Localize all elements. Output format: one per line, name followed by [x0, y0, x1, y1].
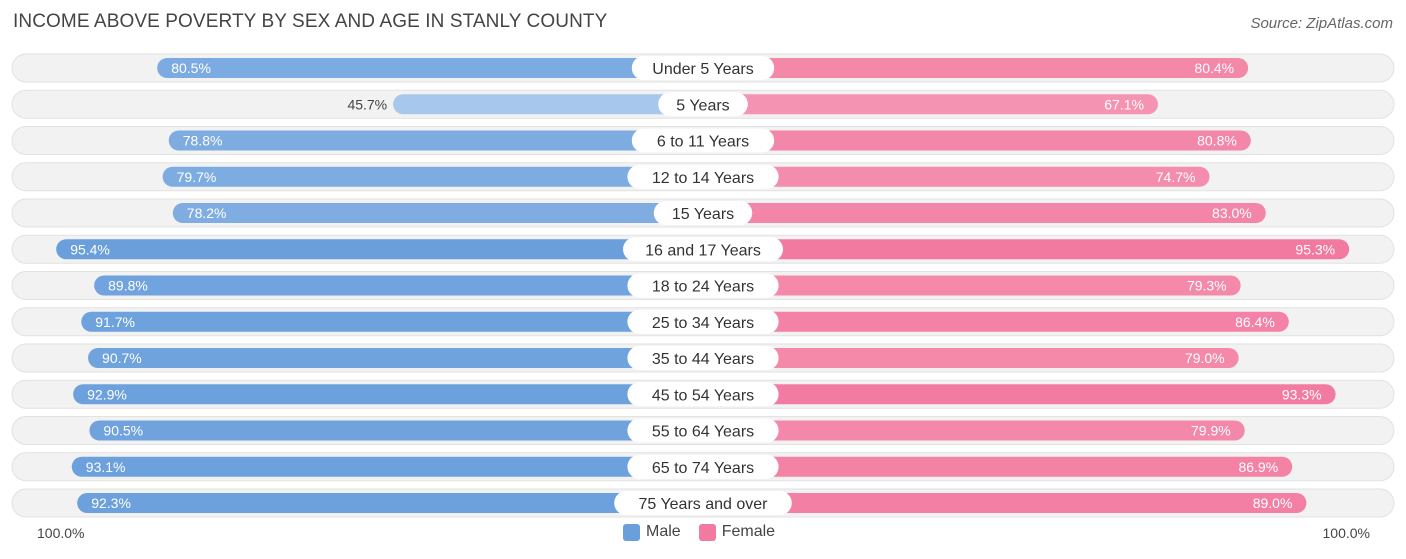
female-bar — [703, 239, 1350, 260]
female-bar — [703, 456, 1293, 477]
category-label: 35 to 44 Years — [652, 351, 754, 368]
male-value-label: 89.8% — [108, 278, 148, 294]
category-pill — [653, 201, 753, 225]
category-label: 25 to 34 Years — [652, 315, 754, 332]
male-value-label: 95.4% — [70, 241, 110, 257]
category-pill — [614, 491, 792, 515]
female-bar — [703, 94, 1158, 115]
female-value-label: 79.3% — [1187, 278, 1227, 294]
male-bar — [81, 311, 704, 332]
female-bar — [703, 130, 1251, 151]
category-label: 75 Years and over — [639, 496, 769, 513]
category-label: Under 5 Years — [652, 61, 753, 78]
female-value-label: 93.3% — [1282, 386, 1322, 402]
female-bar — [703, 275, 1241, 296]
male-value-label: 45.7% — [347, 96, 387, 112]
female-value-label: 89.0% — [1253, 495, 1293, 511]
female-value-label: 80.8% — [1197, 133, 1237, 149]
category-label: 12 to 14 Years — [652, 170, 754, 187]
female-bar — [703, 348, 1239, 368]
legend-swatch-female — [698, 523, 716, 541]
male-value-label: 78.2% — [187, 205, 227, 221]
category-pill — [627, 382, 779, 407]
category-pill — [627, 346, 779, 370]
male-value-label: 92.3% — [91, 495, 131, 511]
female-bar — [703, 58, 1249, 78]
male-bar — [89, 420, 703, 441]
legend-item-male: Male — [623, 523, 681, 541]
male-value-label: 80.5% — [171, 60, 211, 76]
male-bar — [56, 239, 704, 260]
female-bar — [703, 420, 1245, 441]
category-label: 15 Years — [672, 206, 734, 223]
legend: Male Female — [623, 523, 793, 541]
category-label: 6 to 11 Years — [657, 134, 749, 151]
legend-swatch-male — [623, 523, 640, 541]
female-bar — [703, 166, 1210, 187]
female-value-label: 86.4% — [1235, 314, 1275, 330]
female-bar — [703, 493, 1307, 513]
category-pill — [658, 92, 748, 117]
female-value-label: 86.9% — [1238, 459, 1278, 475]
legend-label-male: Male — [646, 523, 681, 540]
category-pill — [627, 273, 779, 298]
category-pill — [627, 454, 779, 479]
category-label: 18 to 24 Years — [652, 279, 754, 296]
category-label: 65 to 74 Years — [652, 460, 754, 477]
female-bar — [703, 384, 1336, 405]
category-label: 55 to 64 Years — [652, 424, 754, 441]
male-bar — [162, 166, 703, 187]
category-pill — [631, 128, 775, 153]
male-bar — [157, 58, 703, 78]
male-value-label: 90.5% — [103, 423, 143, 439]
axis-right-label: 100.0% — [1322, 525, 1370, 541]
male-value-label: 90.7% — [102, 350, 142, 366]
female-value-label: 67.1% — [1104, 96, 1144, 112]
male-bar — [168, 130, 704, 151]
female-bar — [703, 203, 1266, 223]
category-pill — [631, 56, 775, 80]
male-bar — [172, 203, 703, 223]
category-pill — [627, 418, 779, 443]
male-bar — [73, 384, 703, 405]
category-pill — [623, 237, 783, 262]
axis-left-label: 100.0% — [37, 525, 85, 541]
female-bar — [703, 311, 1289, 332]
category-pill — [627, 164, 779, 189]
legend-label-female: Female — [721, 523, 776, 540]
male-bar — [71, 456, 704, 477]
male-bar — [393, 94, 703, 115]
male-value-label: 91.7% — [95, 314, 135, 330]
male-bar — [77, 493, 704, 513]
chart-title: INCOME ABOVE POVERTY BY SEX AND AGE IN S… — [13, 11, 608, 32]
male-value-label: 78.8% — [183, 133, 223, 149]
chart-svg: 80.5% 80.4% Under 5 Years 45.7% 67.1% 5 Years… — [11, 53, 1395, 518]
category-pill — [627, 309, 779, 334]
category-label: 45 to 54 Years — [652, 387, 754, 404]
female-value-label: 79.0% — [1185, 350, 1225, 366]
female-value-label: 74.7% — [1156, 169, 1196, 185]
male-bar — [94, 275, 703, 296]
chart-source: Source: ZipAtlas.com — [1250, 15, 1393, 32]
female-value-label: 80.4% — [1194, 60, 1234, 76]
category-label: 16 and 17 Years — [645, 242, 761, 259]
male-value-label: 79.7% — [177, 169, 217, 185]
female-value-label: 79.9% — [1191, 423, 1231, 439]
female-value-label: 83.0% — [1212, 205, 1252, 221]
legend-item-female: Female — [698, 523, 776, 541]
male-bar — [88, 348, 703, 368]
category-label: 5 Years — [676, 97, 729, 114]
female-value-label: 95.3% — [1295, 241, 1335, 257]
male-value-label: 93.1% — [86, 459, 126, 475]
male-value-label: 92.9% — [87, 386, 127, 402]
